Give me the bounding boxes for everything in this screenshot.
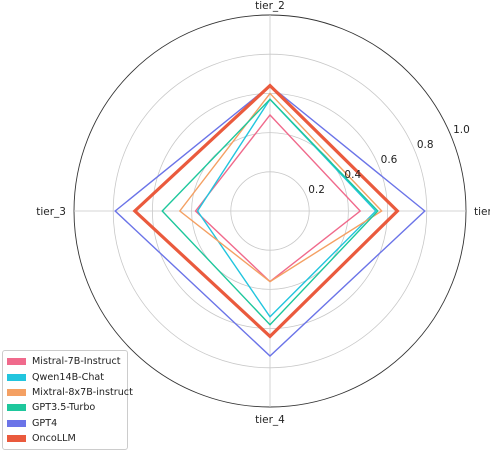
legend-label: GPT4: [32, 417, 58, 429]
legend-label: GPT3.5-Turbo: [32, 402, 96, 414]
legend-label: Mixtral-8x7B-instruct: [32, 386, 133, 398]
legend-swatch: [7, 388, 26, 396]
legend-item: Mistral-7B-Instruct: [7, 354, 123, 369]
series-mixtral-8x7b-instruct: [178, 92, 383, 283]
legend-swatch: [7, 358, 26, 366]
label-layer: 0.2 0.4 0.6 0.8 1.0 tier_1 tier_2 tier_3 tier_4: [36, 0, 490, 426]
axis-label-tier-3: tier_3: [36, 206, 66, 218]
series-gpt4: [114, 84, 426, 357]
series-mistral-7b-instruct: [194, 113, 362, 283]
series-layer: [114, 83, 426, 357]
axis-label-tier-1: tier_1: [474, 206, 490, 218]
series-gpt3-5-turbo: [161, 98, 379, 326]
legend-item: OncoLLM: [7, 431, 123, 446]
legend: Mistral-7B-Instruct Qwen14B-Chat Mixtral-8…: [2, 350, 133, 450]
legend-label: Qwen14B-Chat: [32, 371, 105, 383]
legend-swatch: [7, 404, 26, 412]
legend-item: Mixtral-8x7B-instruct: [7, 385, 133, 400]
radial-tick-label: 0.6: [381, 154, 398, 166]
axis-label-tier-4: tier_4: [255, 414, 285, 426]
legend-label: Mistral-7B-Instruct: [32, 356, 121, 368]
axis-label-tier-2: tier_2: [255, 0, 285, 12]
series-oncollm: [132, 83, 400, 339]
radial-tick-label: 0.8: [417, 139, 434, 151]
legend-swatch: [7, 373, 26, 381]
radial-tick-label: 1.0: [453, 124, 470, 136]
legend-swatch: [7, 419, 26, 427]
legend-item: GPT4: [7, 416, 123, 431]
radial-tick-label: 0.4: [344, 169, 361, 181]
legend-swatch: [7, 435, 26, 443]
legend-item: GPT3.5-Turbo: [7, 400, 123, 415]
legend-item: Qwen14B-Chat: [7, 369, 123, 384]
radial-grid: [73, 14, 467, 408]
radial-tick-label: 0.2: [308, 184, 325, 196]
legend-label: OncoLLM: [32, 433, 76, 445]
